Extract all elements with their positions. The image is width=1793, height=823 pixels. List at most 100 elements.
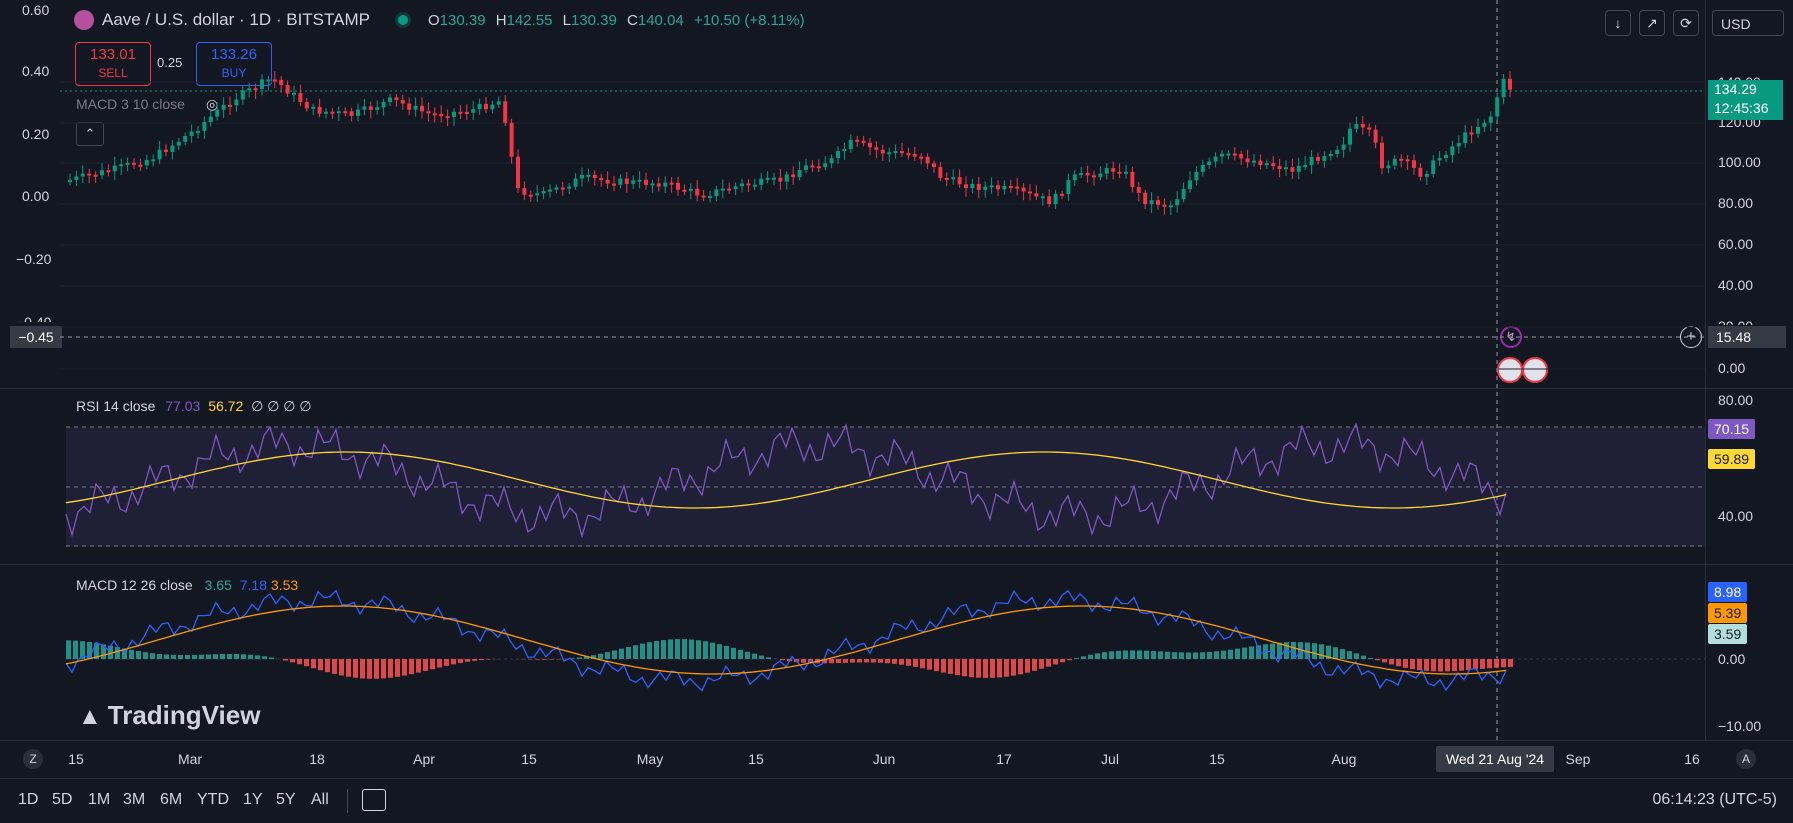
candle-body bbox=[68, 180, 72, 182]
macd-hist-bar bbox=[1312, 643, 1317, 659]
candle-body bbox=[202, 122, 206, 131]
range-ytd[interactable]: YTD bbox=[197, 791, 229, 809]
candle-body bbox=[241, 90, 245, 99]
candle-body bbox=[874, 147, 878, 150]
macd-hist-bar bbox=[1053, 659, 1058, 664]
macd-hist-bar bbox=[1179, 652, 1184, 659]
candle-body bbox=[1354, 124, 1358, 129]
range-5y[interactable]: 5Y bbox=[276, 791, 296, 809]
candle-body bbox=[830, 158, 834, 163]
candle-body bbox=[343, 111, 347, 113]
macd-hist-bar bbox=[1340, 649, 1345, 659]
range-6m[interactable]: 6M bbox=[160, 791, 182, 809]
clock-timezone[interactable]: 06:14:23 (UTC-5) bbox=[1653, 791, 1778, 809]
range-1d[interactable]: 1D bbox=[18, 791, 38, 809]
range-1y[interactable]: 1Y bbox=[243, 791, 263, 809]
candle-body bbox=[657, 183, 661, 186]
macd-hist-bar bbox=[185, 655, 190, 659]
macd-hist-bar bbox=[1060, 659, 1065, 662]
candle-body bbox=[906, 153, 910, 155]
candle-body bbox=[1393, 159, 1397, 166]
candle-body bbox=[1226, 154, 1230, 156]
time-label: Apr bbox=[413, 751, 435, 767]
candle-body bbox=[1380, 143, 1384, 168]
candle-body bbox=[1182, 189, 1186, 199]
macd-hist-bar bbox=[605, 652, 610, 659]
time-label: Jul bbox=[1101, 751, 1119, 767]
macd-hist-bar bbox=[661, 640, 666, 659]
macd-hist-bar bbox=[535, 659, 540, 660]
range-all[interactable]: All bbox=[311, 791, 329, 809]
candle-body bbox=[772, 178, 776, 180]
candle-body bbox=[1290, 167, 1294, 172]
candle-body bbox=[228, 105, 232, 107]
macd-hist-bar bbox=[346, 659, 351, 677]
macd-hist-bar bbox=[66, 640, 71, 659]
candle-body bbox=[522, 188, 526, 195]
candle-body bbox=[222, 105, 226, 110]
axis-corner-z[interactable]: Z bbox=[23, 749, 43, 769]
macd-hist-bar bbox=[542, 659, 547, 660]
candle-body bbox=[1316, 157, 1320, 161]
candle-body bbox=[414, 106, 418, 110]
candle-body bbox=[1137, 187, 1141, 193]
macd-hist-bar bbox=[899, 659, 904, 665]
candle-body bbox=[1162, 205, 1166, 207]
candle-body bbox=[1348, 129, 1352, 145]
candle-body bbox=[695, 189, 699, 196]
candle-body bbox=[740, 183, 744, 186]
candle-body bbox=[1188, 180, 1192, 189]
candle-body bbox=[1508, 79, 1512, 90]
macd-hist-bar bbox=[836, 659, 841, 663]
macd-hist-bar bbox=[367, 659, 372, 679]
macd-hist-bar bbox=[738, 650, 743, 659]
range-1m[interactable]: 1M bbox=[88, 791, 110, 809]
range-5d[interactable]: 5D bbox=[52, 791, 72, 809]
candle-body bbox=[1271, 163, 1275, 166]
calendar-go-to-date-icon[interactable] bbox=[362, 789, 386, 811]
candle-body bbox=[990, 185, 994, 187]
candle-body bbox=[1278, 166, 1282, 169]
macd-hist-bar bbox=[458, 659, 463, 663]
candle-body bbox=[1284, 167, 1288, 169]
macd-hist-bar bbox=[759, 656, 764, 659]
macd-hist-bar bbox=[647, 642, 652, 659]
candle-body bbox=[1073, 174, 1077, 180]
macd-hist-bar bbox=[325, 659, 330, 672]
candle-body bbox=[247, 88, 251, 90]
macd-hist-bar bbox=[969, 659, 974, 677]
macd-hist-bar bbox=[1424, 659, 1429, 671]
candle-body bbox=[753, 185, 757, 187]
chart-svg[interactable] bbox=[0, 0, 1793, 740]
macd-hist-bar bbox=[269, 658, 274, 659]
range-3m[interactable]: 3M bbox=[123, 791, 145, 809]
macd-hist-bar bbox=[1074, 658, 1079, 659]
candle-body bbox=[759, 179, 763, 185]
time-label: Jun bbox=[873, 751, 896, 767]
candle-body bbox=[1079, 173, 1083, 175]
candle-body bbox=[855, 140, 859, 142]
candle-body bbox=[996, 185, 1000, 189]
candle-body bbox=[1482, 123, 1486, 127]
axis-corner-a[interactable]: A bbox=[1736, 749, 1756, 769]
macd-hist-bar bbox=[402, 659, 407, 676]
candle-body bbox=[638, 180, 642, 182]
macd-hist-bar bbox=[640, 644, 645, 659]
macd-hist-bar bbox=[724, 646, 729, 659]
candle-body bbox=[1047, 196, 1051, 204]
candle-body bbox=[356, 110, 360, 116]
candle-body bbox=[734, 186, 738, 189]
candle-body bbox=[1060, 194, 1064, 196]
macd-hist-bar bbox=[451, 659, 456, 664]
macd-hist-bar bbox=[1452, 659, 1457, 671]
candle-body bbox=[318, 107, 322, 114]
candle-body bbox=[350, 111, 354, 116]
candle-body bbox=[465, 112, 469, 114]
candle-body bbox=[1066, 180, 1070, 194]
candle-body bbox=[1028, 191, 1032, 193]
macd-hist-bar bbox=[1186, 652, 1191, 659]
macd-hist-bar bbox=[612, 650, 617, 659]
macd-hist-bar bbox=[1445, 659, 1450, 671]
macd-hist-bar bbox=[1172, 652, 1177, 659]
candle-body bbox=[337, 111, 341, 113]
